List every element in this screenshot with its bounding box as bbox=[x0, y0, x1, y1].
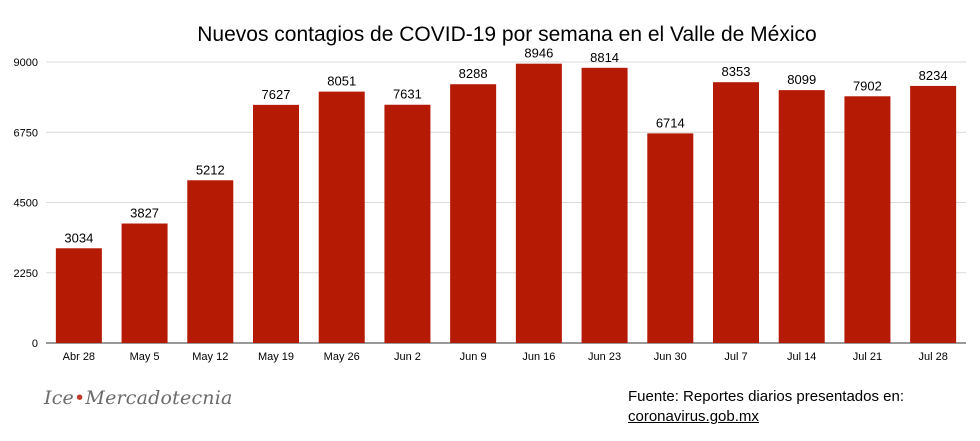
bar bbox=[844, 96, 891, 343]
y-tick-label: 2250 bbox=[14, 268, 38, 280]
bar-chart: Nuevos contagios de COVID-19 por semana … bbox=[14, 23, 966, 363]
x-axis: Abr 28 May 5 May 12 May 19 May 26 Jun 2 Jun 9 J… bbox=[63, 351, 948, 363]
x-tick-label: Jun 9 bbox=[460, 351, 487, 363]
bar bbox=[253, 104, 299, 344]
x-tick-label: May 5 bbox=[130, 351, 160, 363]
logo: Ice•Mercadotecnia bbox=[44, 387, 233, 409]
data-label: 8814 bbox=[590, 50, 619, 65]
logo-text-ice: Ice bbox=[44, 387, 74, 409]
y-tick-label: 6750 bbox=[14, 127, 38, 139]
bar bbox=[55, 248, 102, 343]
chart-title: Nuevos contagios de COVID-19 por semana … bbox=[197, 23, 816, 46]
x-tick-label: Jun 30 bbox=[654, 351, 687, 363]
data-label: 8353 bbox=[722, 64, 751, 79]
x-tick-label: Jun 2 bbox=[394, 351, 421, 363]
x-tick-label: May 19 bbox=[258, 351, 294, 363]
logo-dot: • bbox=[74, 387, 86, 409]
source-note: Fuente: Reportes diarios presentados en:… bbox=[628, 387, 958, 427]
gridlines bbox=[46, 61, 966, 344]
y-tick-label: 4500 bbox=[14, 198, 38, 210]
bar bbox=[778, 90, 825, 343]
bar bbox=[713, 82, 759, 343]
data-label: 7627 bbox=[262, 87, 291, 102]
x-tick-label: May 12 bbox=[192, 351, 228, 363]
data-label: 8234 bbox=[919, 68, 948, 83]
data-label: 8946 bbox=[524, 46, 553, 61]
data-label: 3827 bbox=[130, 206, 159, 221]
bar bbox=[121, 223, 168, 343]
x-tick-label: Jun 16 bbox=[522, 351, 555, 363]
y-tick-label: 0 bbox=[32, 338, 38, 350]
x-tick-label: Jul 7 bbox=[724, 351, 747, 363]
x-tick-label: May 26 bbox=[324, 351, 360, 363]
data-label: 3034 bbox=[64, 230, 93, 245]
x-tick-label: Jul 28 bbox=[918, 351, 947, 363]
source-link[interactable]: coronavirus.gob.mx bbox=[628, 408, 759, 425]
data-labels: 3034 3827 5212 7627 8051 7631 8288 8946 8814 6714… bbox=[64, 46, 947, 246]
data-label: 7902 bbox=[853, 78, 882, 93]
x-tick-label: Abr 28 bbox=[63, 351, 95, 363]
data-label: 7631 bbox=[393, 87, 422, 102]
bar bbox=[581, 67, 628, 343]
data-label: 5212 bbox=[196, 162, 225, 177]
y-tick-label: 9000 bbox=[14, 57, 38, 69]
bar bbox=[318, 91, 365, 344]
x-tick-label: Jun 23 bbox=[588, 351, 621, 363]
bar bbox=[450, 84, 497, 343]
data-label: 8099 bbox=[787, 72, 816, 87]
data-label: 8051 bbox=[327, 74, 356, 89]
bars bbox=[55, 63, 957, 344]
bar bbox=[384, 104, 431, 343]
data-label: 6714 bbox=[656, 115, 685, 130]
bar bbox=[647, 133, 694, 343]
x-tick-label: Jul 21 bbox=[853, 351, 882, 363]
x-tick-label: Jul 14 bbox=[787, 351, 816, 363]
bar bbox=[910, 85, 957, 343]
source-text: Fuente: Reportes diarios presentados en: bbox=[628, 388, 904, 405]
data-label: 8288 bbox=[459, 66, 488, 81]
bar bbox=[187, 180, 234, 343]
logo-text-mercadotecnia: Mercadotecnia bbox=[85, 387, 233, 409]
y-axis: 0 2250 4500 6750 9000 bbox=[14, 57, 38, 350]
bar bbox=[515, 63, 562, 343]
